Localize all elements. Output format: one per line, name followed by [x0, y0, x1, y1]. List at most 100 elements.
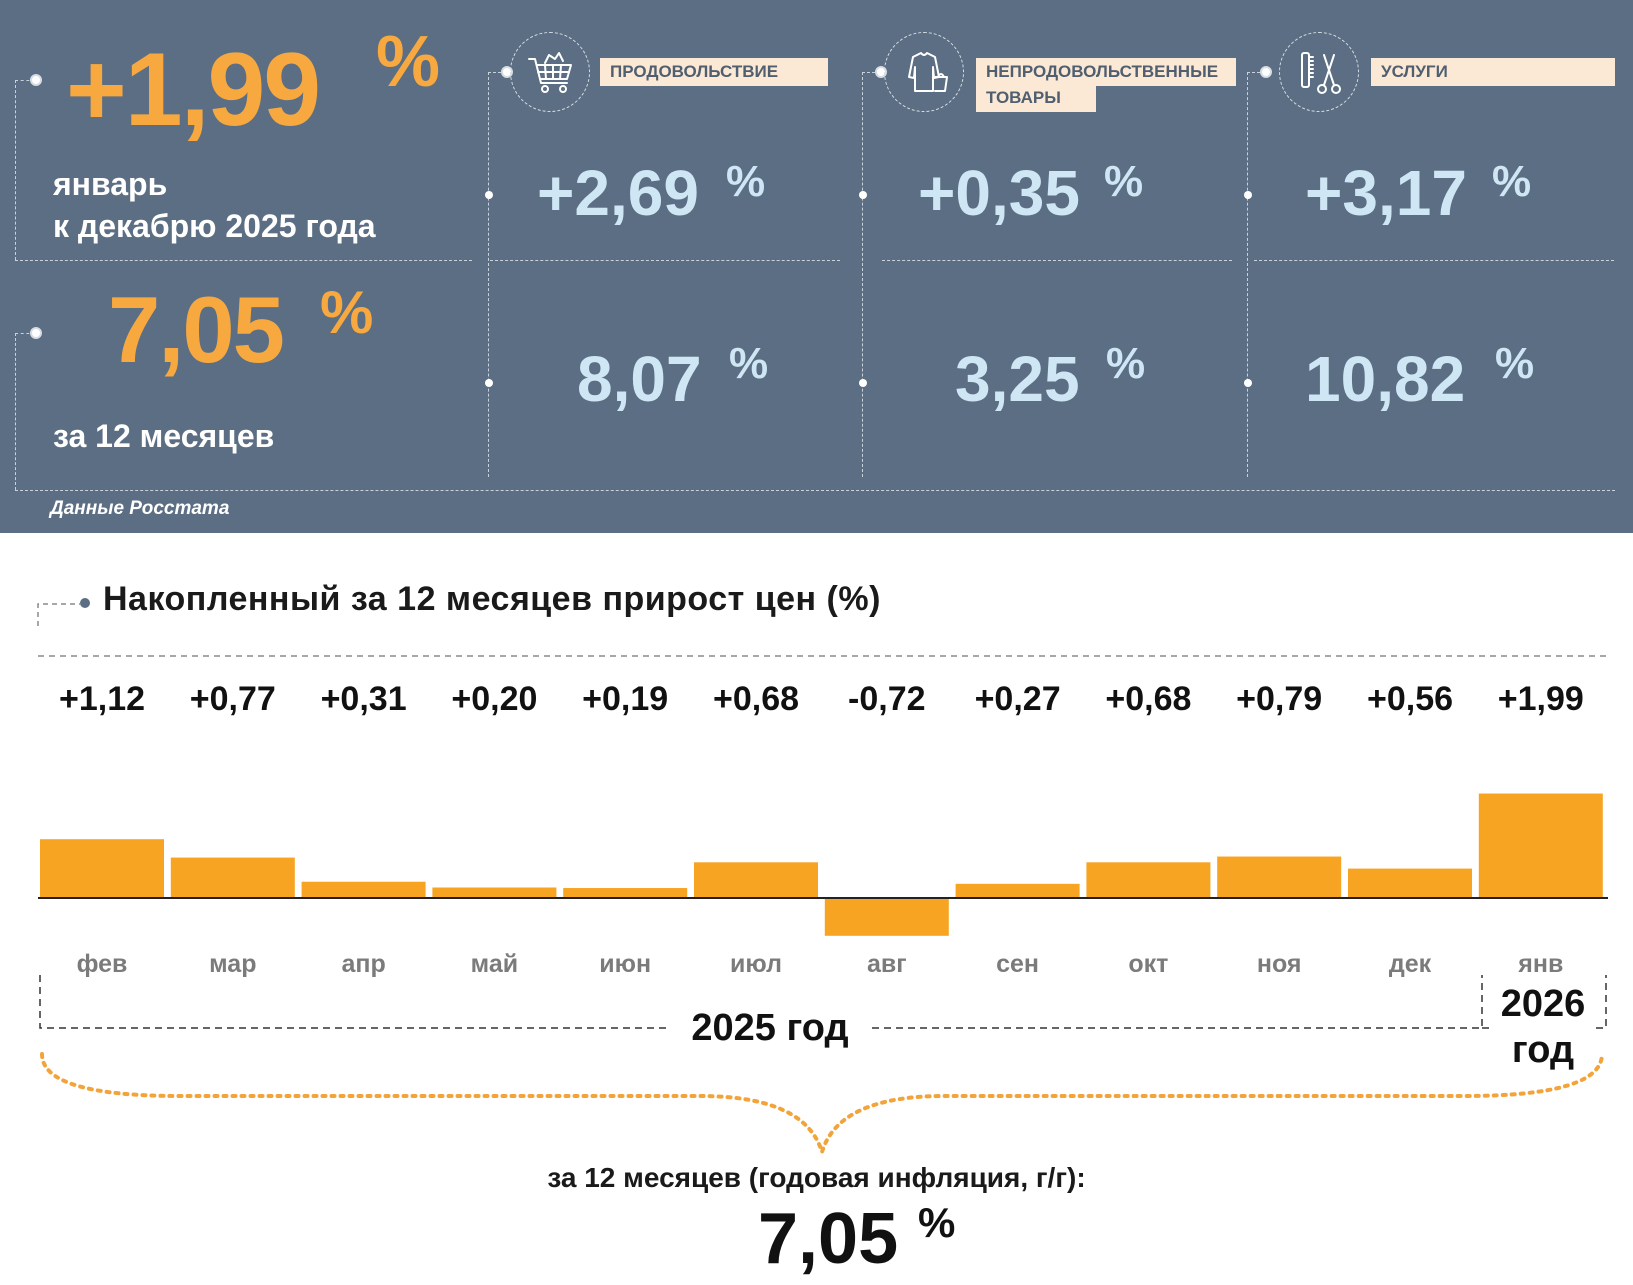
bar-окт [1086, 862, 1211, 898]
year-2025-label: 2025 год [691, 1007, 848, 1049]
bar-май [432, 887, 557, 898]
shopping-cart-icon [510, 32, 590, 112]
annual-value: 7,05 [108, 277, 285, 382]
summary-label: за 12 месяцев (годовая инфляция, г/г): [547, 1162, 1086, 1193]
month-label-ноя: ноя [1257, 950, 1302, 978]
summary-value: 7,05 [758, 1199, 899, 1279]
year-2025-bracket [39, 975, 668, 1029]
connector-dot [485, 379, 493, 387]
month-label-авг: авг [867, 950, 907, 978]
annual-pct: % [320, 279, 374, 346]
month-label-июн: июн [599, 950, 651, 978]
connector-dot [485, 191, 493, 199]
connector-dot [30, 327, 42, 339]
year-2026-bracket [1482, 975, 1607, 1029]
bar-авг [824, 898, 949, 936]
category-label-nonfood-line2: ТОВАРЫ [976, 84, 1096, 112]
bar-ноя [1217, 856, 1342, 898]
grid-line [490, 260, 840, 261]
month-label-апр: апр [341, 950, 385, 978]
food-annual-pct: % [729, 339, 769, 388]
connector-dot [859, 379, 867, 387]
food-month-pct: % [726, 157, 766, 206]
value-label-сен: +0,27 [975, 680, 1061, 718]
title-bracket [37, 603, 80, 626]
bar-chart: +1,12 +0,77 +0,31 +0,20 +0,19 +0,68 -0,72 +0,27… [37, 603, 1608, 1159]
grid-line [488, 72, 506, 73]
grid-line [862, 72, 863, 477]
services-annual-value: 10,82 [1305, 343, 1466, 415]
month-label-дек: дек [1389, 950, 1432, 978]
clothing-icon [884, 32, 964, 112]
connector-dot [30, 74, 42, 86]
services-annual-pct: % [1495, 339, 1535, 388]
month-change-pct: % [376, 22, 441, 102]
summary-brace [40, 1052, 1604, 1159]
month-label-фев: фев [77, 950, 128, 978]
food-month-value: +2,69 [537, 157, 699, 229]
grid-line [882, 260, 1232, 261]
value-label-мар: +0,77 [190, 680, 276, 718]
value-label-авг: -0,72 [848, 680, 926, 718]
connector-dot [1244, 379, 1252, 387]
services-month-pct: % [1492, 157, 1532, 206]
grid-line [15, 80, 16, 260]
food-annual-value: 8,07 [577, 343, 702, 415]
value-label-июн: +0,19 [582, 680, 668, 718]
month-label-янв: янв [1517, 950, 1563, 978]
connector-dot [859, 191, 867, 199]
connector-dot [1260, 66, 1272, 78]
month-label-май: май [471, 950, 518, 978]
category-label-services: УСЛУГИ [1371, 58, 1615, 86]
nonfood-annual-value: 3,25 [955, 343, 1080, 415]
category-label-food: ПРОДОВОЛЬСТВИЕ [600, 58, 828, 86]
chart-title: Накопленный за 12 месяцев прирост цен (%… [103, 580, 881, 618]
summary-panel: +1,99 % январь к декабрю 2025 года 7,05 … [0, 0, 1633, 533]
scissors-comb-icon [1279, 32, 1359, 112]
value-label-апр: +0,31 [321, 680, 407, 718]
bar-апр [301, 881, 426, 898]
grid-line [15, 80, 35, 81]
month-label-мар: мар [209, 950, 256, 978]
bar-фев [40, 839, 164, 898]
category-label-nonfood-line1: НЕПРОДОВОЛЬСТВЕННЫЕ [976, 58, 1236, 86]
month-label-line2: к декабрю 2025 года [53, 208, 376, 244]
grid-line [15, 333, 35, 334]
month-label-июл: июл [730, 950, 782, 978]
bar-мар [170, 857, 295, 898]
year-2026-label-line1: 2026 [1501, 983, 1586, 1025]
year-2025-bracket [872, 975, 1483, 1029]
month-change-value: +1,99 [66, 32, 321, 148]
value-label-июл: +0,68 [713, 680, 799, 718]
bar-янв [1478, 793, 1603, 898]
services-month-value: +3,17 [1305, 157, 1467, 229]
bar-сен [955, 883, 1080, 898]
annual-label: за 12 месяцев [53, 418, 275, 454]
value-label-окт: +0,68 [1105, 680, 1191, 718]
title-bullet [80, 598, 90, 608]
grid-line [15, 333, 16, 490]
value-label-ноя: +0,79 [1236, 680, 1322, 718]
summary-pct: % [918, 1199, 956, 1246]
value-label-фев: +1,12 [59, 680, 145, 718]
data-source: Данные Росстата [50, 498, 230, 519]
bar-июн [563, 888, 688, 898]
grid-line [862, 72, 880, 73]
grid-line [15, 490, 1615, 491]
nonfood-annual-pct: % [1106, 339, 1146, 388]
grid-line [1247, 72, 1265, 73]
value-label-май: +0,20 [451, 680, 537, 718]
connector-dot [1244, 191, 1252, 199]
nonfood-month-value: +0,35 [918, 157, 1080, 229]
value-label-дек: +0,56 [1367, 680, 1453, 718]
month-label-окт: окт [1128, 950, 1168, 978]
nonfood-month-pct: % [1104, 157, 1144, 206]
value-label-янв: +1,99 [1498, 680, 1584, 718]
month-label-line1: январь [53, 166, 168, 202]
grid-line [1247, 72, 1248, 477]
bar-июл [694, 862, 818, 898]
month-label-сен: сен [996, 950, 1039, 978]
grid-line [488, 72, 489, 477]
grid-line [1254, 260, 1614, 261]
grid-line [15, 260, 472, 261]
